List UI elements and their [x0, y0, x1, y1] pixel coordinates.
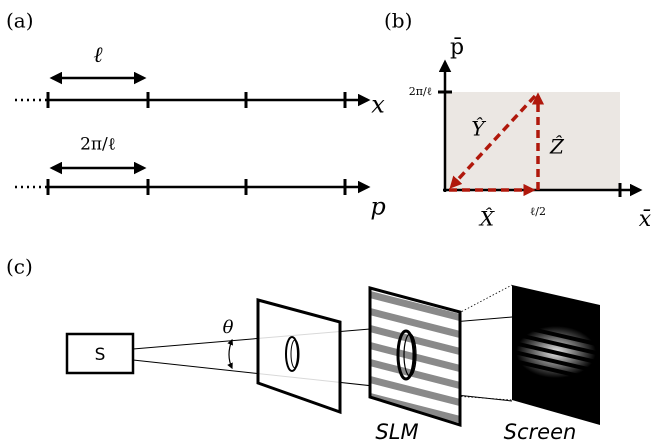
axis-label: x̄: [639, 207, 652, 232]
panel-label: (b): [384, 9, 412, 33]
operator-label: Ŷ: [471, 117, 486, 141]
axis-label: x: [371, 91, 385, 119]
axis-label: p̄: [450, 35, 464, 60]
spacing-label: ℓ: [93, 43, 103, 68]
panel-label: (a): [6, 9, 34, 33]
screen-image: [505, 280, 605, 430]
panel-b: (b) p̄ 2π/ℓ x̄ ℓ/2 Ŷ Ẑ X̂: [384, 9, 652, 233]
operator-label: Ẑ: [549, 135, 565, 159]
slm-label: SLM: [375, 420, 418, 444]
screen-label: Screen: [504, 420, 577, 444]
figure: (a) ℓ x 2π/ℓ p (b) p̄ 2π/ℓ x̄ ℓ/2 Ŷ Ẑ X̂…: [0, 0, 657, 446]
panel-label: (c): [6, 255, 33, 279]
tick-label: 2π/ℓ: [409, 85, 432, 98]
angle-label: θ: [223, 317, 234, 338]
angle-arc: [229, 340, 232, 368]
tick-label: ℓ/2: [530, 205, 546, 218]
period-label: 2π/ℓ: [80, 135, 116, 155]
panel-c: (c) S θ SLM Screen: [6, 255, 605, 445]
panel-a: (a) ℓ x 2π/ℓ p: [6, 9, 386, 221]
phase-space: [445, 92, 620, 190]
axis-label: p: [370, 193, 385, 221]
operator-label: X̂: [478, 207, 495, 231]
source-label: S: [95, 345, 106, 365]
